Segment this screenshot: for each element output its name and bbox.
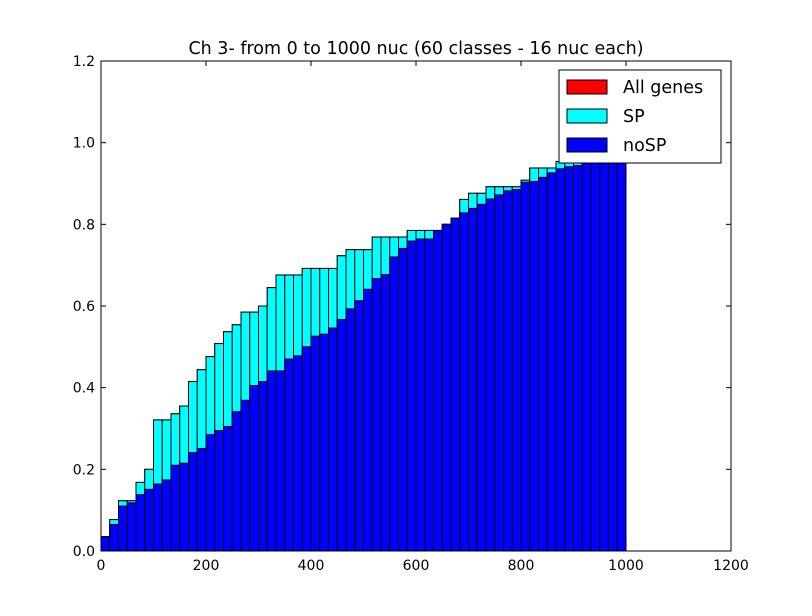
bar-nosp-52 — [555, 168, 566, 552]
bar-nosp-21 — [284, 358, 294, 552]
bar-nosp-19 — [266, 370, 277, 552]
bar-nosp-11 — [196, 448, 207, 552]
bar-nosp-18 — [258, 381, 268, 552]
bar-nosp-12 — [205, 434, 216, 552]
bar-nosp-42 — [468, 207, 478, 552]
bar-nosp-3 — [126, 502, 137, 552]
bar-nosp-25 — [319, 333, 329, 552]
bar-nosp-51 — [546, 172, 557, 552]
bar-nosp-4 — [135, 494, 146, 552]
bar-nosp-57 — [599, 154, 609, 552]
bar-nosp-37 — [424, 238, 434, 552]
bar-nosp-58 — [608, 148, 618, 552]
x-tick-label-2: 400 — [298, 558, 325, 574]
y-tick-label-0: 0.0 — [73, 544, 95, 560]
y-tick-label-1: 0.2 — [73, 462, 95, 478]
legend-swatch-nosp — [566, 137, 608, 153]
bar-nosp-16 — [240, 399, 251, 552]
bar-nosp-45 — [494, 194, 504, 552]
bar-nosp-8 — [170, 464, 181, 552]
bar-nosp-6 — [153, 483, 163, 552]
bar-nosp-20 — [275, 370, 286, 552]
bar-nosp-17 — [249, 385, 259, 552]
legend: All genes SP noSP — [558, 69, 722, 164]
bar-nosp-32 — [380, 274, 391, 552]
bar-nosp-41 — [459, 212, 469, 552]
x-tick-label-6: 1200 — [713, 558, 749, 574]
bar-nosp-9 — [179, 462, 189, 552]
bar-nosp-0 — [100, 536, 111, 552]
bar-nosp-13 — [214, 430, 224, 552]
bar-nosp-7 — [161, 479, 172, 552]
y-tick-label-4: 0.8 — [73, 217, 95, 233]
bar-nosp-54 — [573, 165, 583, 552]
bar-nosp-48 — [520, 181, 531, 552]
bar-nosp-38 — [433, 229, 443, 552]
bar-nosp-26 — [328, 327, 338, 552]
y-tick-label-5: 1.0 — [73, 136, 95, 152]
bar-nosp-10 — [188, 452, 198, 552]
legend-label-nosp: noSP — [623, 136, 666, 156]
bar-nosp-1 — [109, 523, 119, 552]
y-tick-label-2: 0.4 — [73, 381, 95, 397]
bar-nosp-28 — [345, 308, 356, 552]
chart-title: Ch 3- from 0 to 1000 nuc (60 classes - 1… — [188, 39, 643, 59]
y-tick-label-6: 1.2 — [73, 54, 95, 70]
bar-nosp-56 — [590, 156, 601, 552]
bar-nosp-39 — [441, 223, 452, 552]
bar-nosp-43 — [476, 203, 487, 552]
bar-nosp-46 — [503, 190, 513, 552]
legend-swatch-sp — [566, 108, 608, 124]
bar-nosp-55 — [581, 160, 592, 552]
bar-nosp-31 — [371, 278, 382, 552]
bar-nosp-36 — [415, 238, 426, 552]
x-tick-label-4: 800 — [508, 558, 535, 574]
x-tick-label-0: 0 — [97, 558, 106, 574]
bar-nosp-22 — [293, 355, 303, 552]
bar-nosp-44 — [485, 198, 496, 552]
bar-nosp-23 — [301, 346, 312, 552]
ticks-layer: 0 200 400 600 800 1000 1200 0.0 0.2 0.4 0.6 0.8 1.0 1… — [73, 54, 749, 574]
x-tick-label-5: 1000 — [608, 558, 644, 574]
legend-label-sp: SP — [623, 107, 645, 127]
x-tick-label-1: 200 — [193, 558, 220, 574]
bar-nosp-15 — [231, 411, 242, 552]
bar-nosp-14 — [223, 425, 233, 552]
bar-nosp-53 — [564, 166, 574, 552]
bar-nosp-29 — [354, 300, 364, 552]
bar-nosp-24 — [310, 335, 321, 552]
y-tick-label-3: 0.6 — [73, 299, 95, 315]
bar-nosp-50 — [538, 176, 548, 552]
bar-nosp-30 — [363, 288, 373, 552]
bar-nosp-34 — [398, 247, 408, 552]
bar-nosp-59 — [616, 142, 627, 552]
bar-nosp-33 — [389, 256, 399, 552]
legend-swatch-all-genes — [566, 79, 608, 95]
bar-nosp-40 — [450, 217, 461, 552]
bar-nosp-49 — [529, 180, 539, 552]
bar-nosp-5 — [144, 488, 154, 552]
bar-nosp-47 — [511, 189, 522, 552]
x-tick-label-3: 600 — [403, 558, 430, 574]
legend-label-all-genes: All genes — [623, 78, 703, 98]
bar-nosp-2 — [118, 505, 128, 552]
bar-nosp-35 — [406, 240, 417, 552]
bar-nosp-27 — [336, 318, 347, 552]
